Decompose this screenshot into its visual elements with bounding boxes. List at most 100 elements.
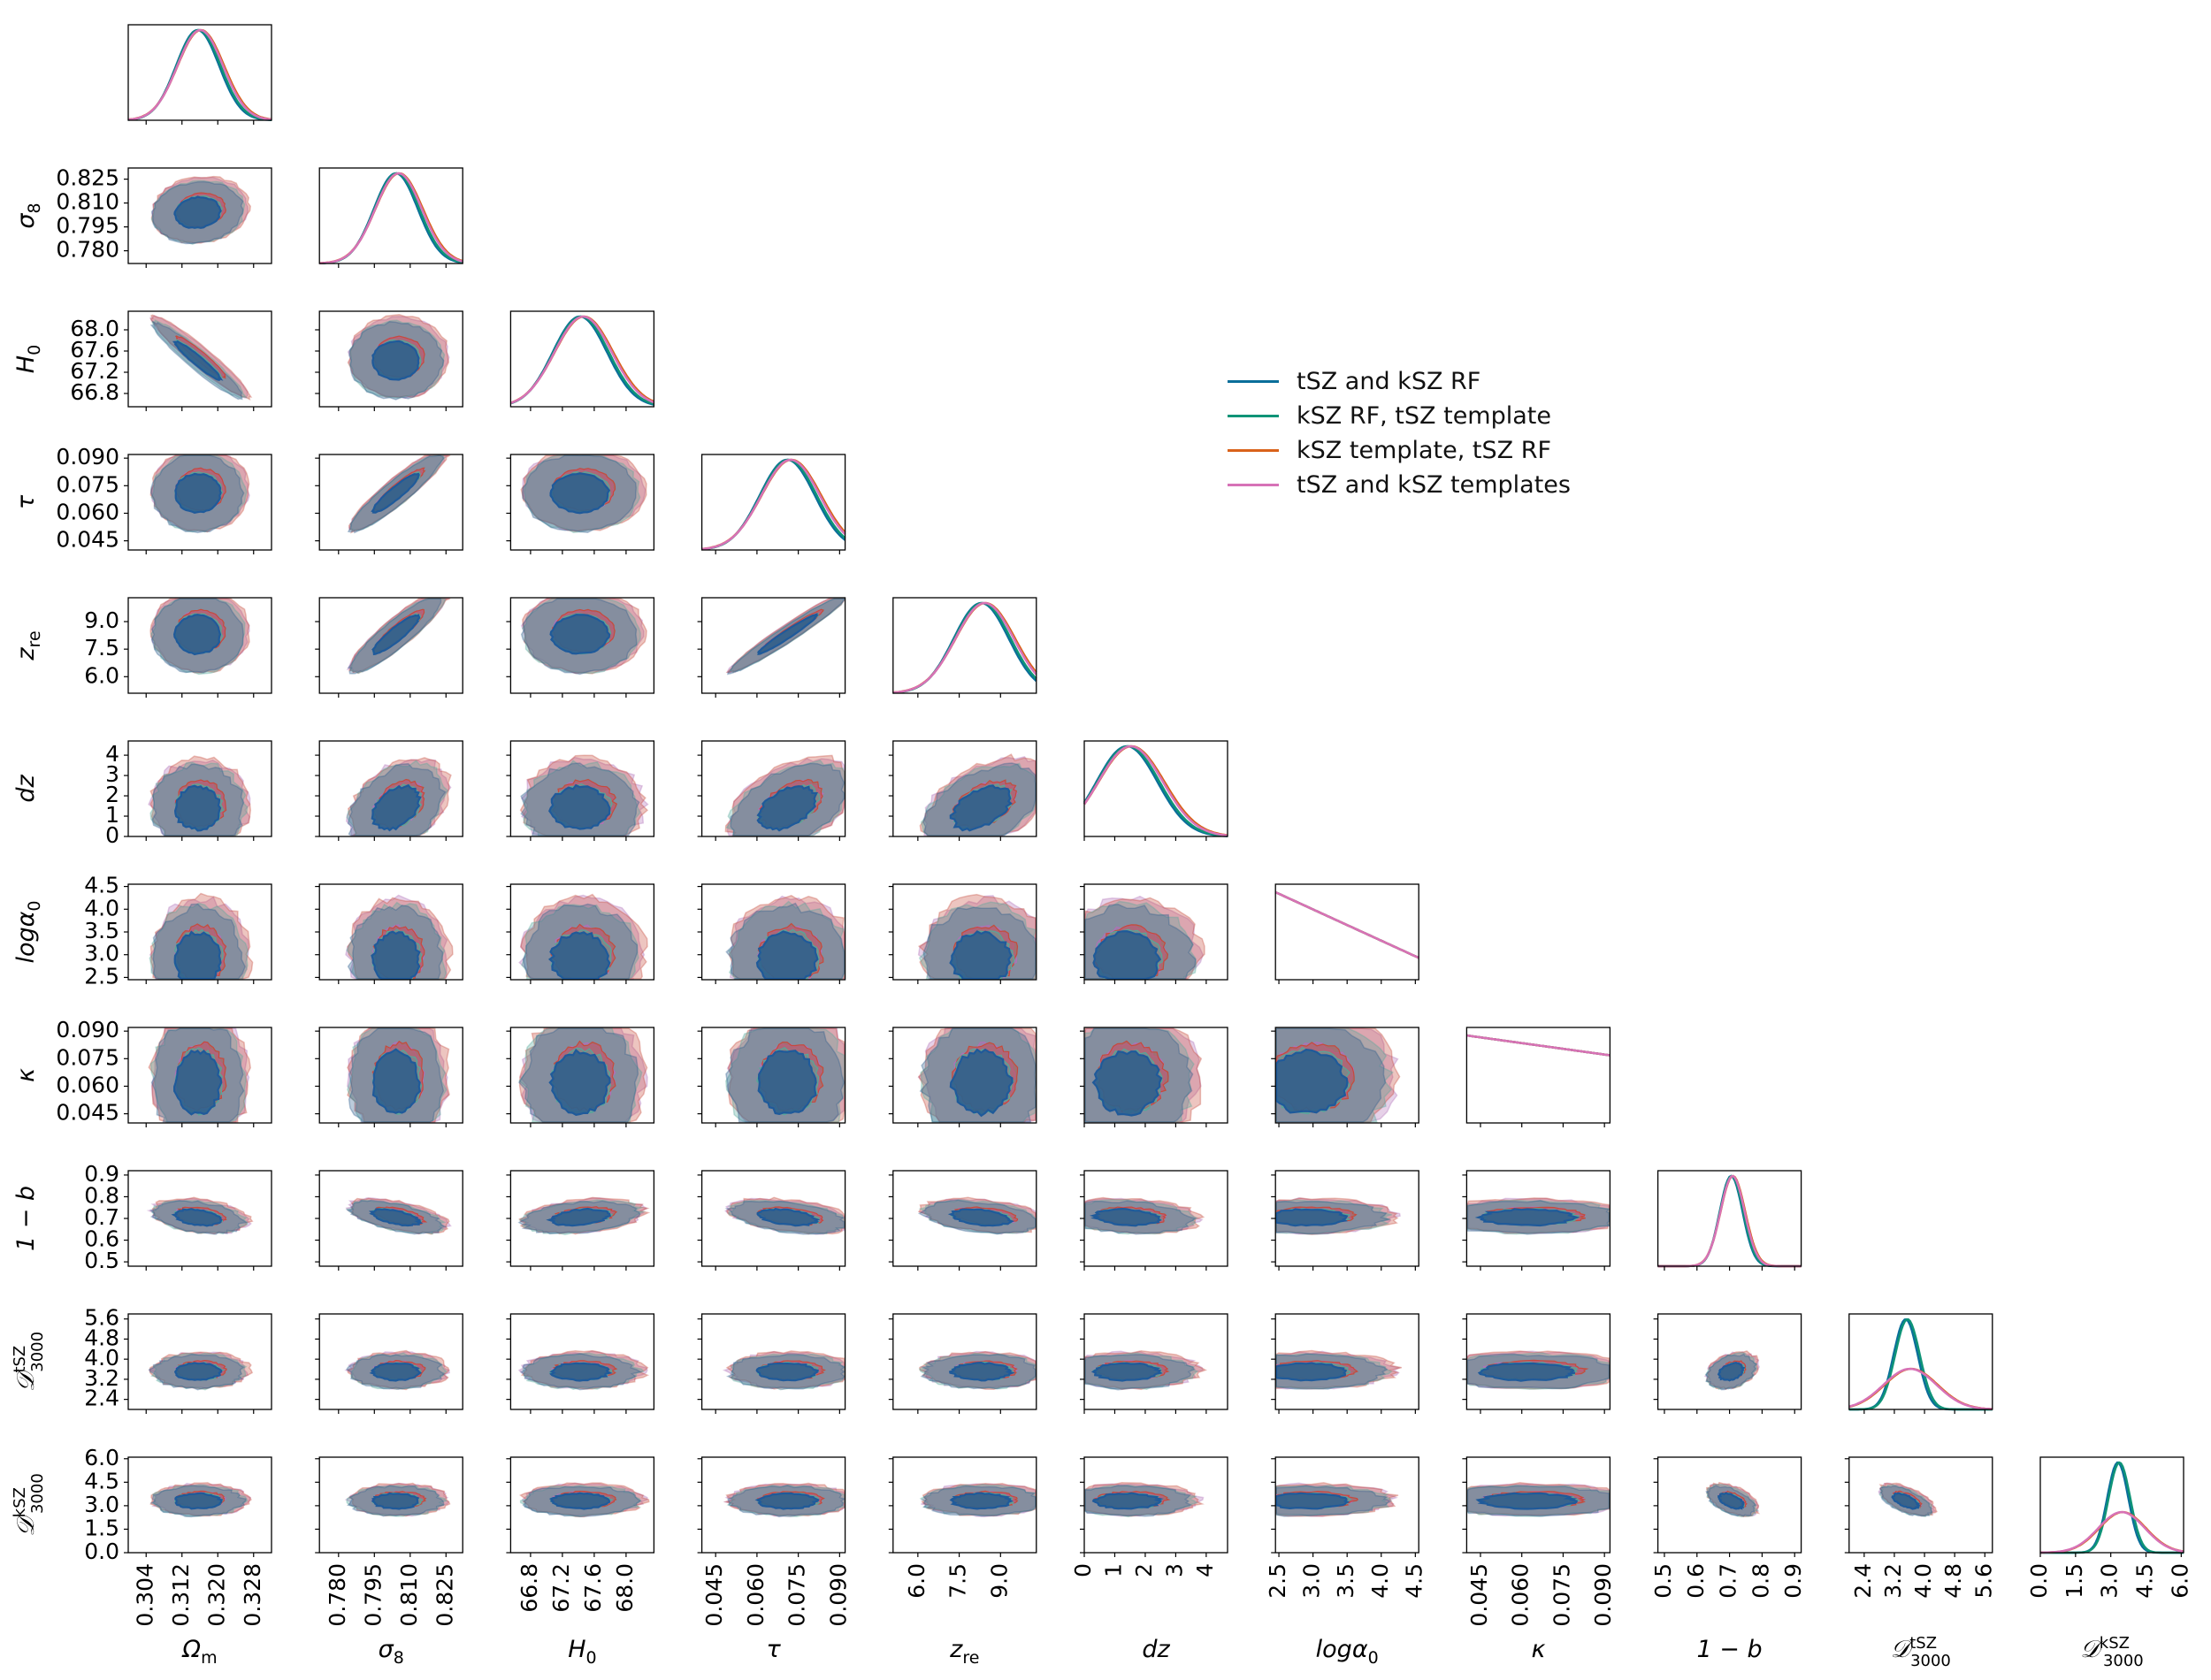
- contour-inner: [549, 1362, 613, 1382]
- contour-panel: [315, 1027, 463, 1127]
- marginal-curve-ksz-template-tsz-rf: [2040, 1510, 2184, 1554]
- panel-frame: [318, 167, 463, 264]
- contour-inner: [172, 340, 224, 382]
- y-tick-label: 2: [105, 782, 119, 807]
- contour-inner: [1275, 1048, 1349, 1114]
- panel-frame: [318, 740, 463, 837]
- marginal-curve-tsz-and-ksz-rf: [1083, 745, 1228, 837]
- y-axis-label: τ: [12, 494, 40, 509]
- y-axis-label: σ8: [12, 202, 44, 228]
- contour-panel: [697, 1313, 846, 1414]
- x-tick-label: 0.328: [240, 1563, 265, 1627]
- legend-entry: tSZ and kSZ templates: [1228, 468, 1571, 502]
- panel-frame: [1848, 1456, 1993, 1554]
- y-axis-label: H0: [12, 345, 44, 373]
- diagonal-panel: [1083, 740, 1228, 841]
- contour-inner: [174, 1492, 224, 1510]
- contour-panel: [124, 310, 272, 411]
- y-tick-label: 0.060: [56, 1072, 119, 1097]
- x-axis-label: κ: [1531, 1636, 1545, 1663]
- marginal-curve-ksz-rf-tsz-template: [319, 172, 463, 264]
- y-tick-label: 9.0: [84, 607, 119, 633]
- x-tick-label: 7.5: [945, 1563, 971, 1599]
- x-tick-label: 0.075: [784, 1563, 810, 1627]
- contour-inner: [949, 1492, 1014, 1510]
- x-tick-label: 9.0: [986, 1563, 1012, 1599]
- x-tick-label: 0.795: [360, 1563, 386, 1627]
- panel-frame: [2039, 1456, 2184, 1554]
- x-tick-label: 2: [1131, 1563, 1157, 1577]
- legend-label: kSZ RF, tSZ template: [1297, 402, 1551, 430]
- panel-frame: [127, 454, 272, 551]
- panel-frame: [700, 740, 846, 837]
- x-tick-label: 3.0: [2097, 1563, 2123, 1599]
- contour-inner: [368, 1208, 424, 1227]
- legend-label: tSZ and kSZ templates: [1297, 471, 1571, 499]
- y-tick-label: 1.5: [84, 1515, 119, 1540]
- marginal-curve-ksz-template-tsz-rf: [127, 28, 272, 121]
- contour-inner: [1275, 1362, 1348, 1382]
- y-tick-label: 2.4: [84, 1386, 119, 1411]
- contour-panel: [888, 1456, 1037, 1557]
- contour-inner: [173, 195, 222, 229]
- x-tick-label: 0.5: [1650, 1563, 1676, 1599]
- marginal-curve-ksz-rf-tsz-template: [509, 315, 654, 405]
- contour-inner: [1089, 1207, 1162, 1227]
- contour-inner: [755, 1362, 819, 1382]
- marginal-curve-tsz-and-ksz-templates: [1848, 1367, 1993, 1410]
- contour-panel: [315, 597, 463, 698]
- panel-frame: [1083, 1313, 1228, 1410]
- contour-panel: [124, 597, 272, 698]
- contour-panel: [1271, 1313, 1419, 1414]
- x-tick-label: 0.304: [132, 1563, 157, 1627]
- contour-panel: [315, 1313, 463, 1414]
- x-axis-label: H0: [568, 1636, 596, 1668]
- contour-inner: [1275, 1208, 1349, 1227]
- x-tick-label: 0.6: [1683, 1563, 1709, 1599]
- x-axis-label: logα0: [1316, 1636, 1379, 1668]
- diagonal-panel: [700, 454, 846, 554]
- panel-frame: [509, 1456, 655, 1554]
- y-axis-label: κ: [12, 1068, 40, 1082]
- contour-panel: [1653, 1313, 1802, 1414]
- y-tick-label: 67.2: [70, 358, 119, 384]
- contour-panel: [506, 454, 655, 554]
- contour-panel: [1271, 1027, 1419, 1127]
- contour-inner: [1091, 1050, 1163, 1117]
- y-tick-label: 4.0: [84, 895, 119, 920]
- contour-inner: [1475, 1492, 1578, 1510]
- contour-panel: [888, 740, 1037, 841]
- contour-inner: [1891, 1492, 1921, 1510]
- x-tick-label: 4.5: [2132, 1563, 2158, 1599]
- x-tick-label: 0.060: [743, 1563, 769, 1627]
- contour-inner: [548, 1049, 611, 1116]
- y-tick-label: 0.8: [84, 1182, 119, 1208]
- x-tick-label: 4.0: [1910, 1563, 1936, 1599]
- contour-inner: [371, 930, 421, 981]
- panel-frame: [1465, 1456, 1611, 1554]
- y-tick-label: 0.0: [84, 1539, 119, 1564]
- contour-panel: [124, 740, 272, 841]
- contour-inner: [174, 472, 222, 515]
- panel-frame: [700, 1027, 846, 1124]
- x-tick-label: 3.5: [1333, 1563, 1358, 1599]
- contour-inner: [949, 784, 1013, 832]
- contour-panel: [506, 1027, 655, 1127]
- panel-frame: [1083, 740, 1228, 837]
- panel-frame: [1274, 883, 1419, 981]
- contour-inner: [1090, 1362, 1163, 1382]
- panel-frame: [318, 1027, 463, 1124]
- contour-inner: [549, 472, 611, 515]
- contour-inner: [754, 1492, 820, 1510]
- contour-inner: [173, 1049, 223, 1116]
- legend: tSZ and kSZ RF kSZ RF, tSZ template kSZ …: [1228, 364, 1571, 502]
- contour-panel: [697, 597, 846, 698]
- diagonal-panel: [509, 310, 655, 411]
- x-tick-label: 5.6: [1970, 1563, 1996, 1599]
- y-tick-label: 0: [105, 822, 119, 848]
- legend-swatch: [1228, 380, 1279, 383]
- y-tick-label: 6.0: [84, 662, 119, 688]
- marginal-curve-tsz-and-ksz-templates: [127, 28, 272, 121]
- contour-inner: [949, 930, 1013, 981]
